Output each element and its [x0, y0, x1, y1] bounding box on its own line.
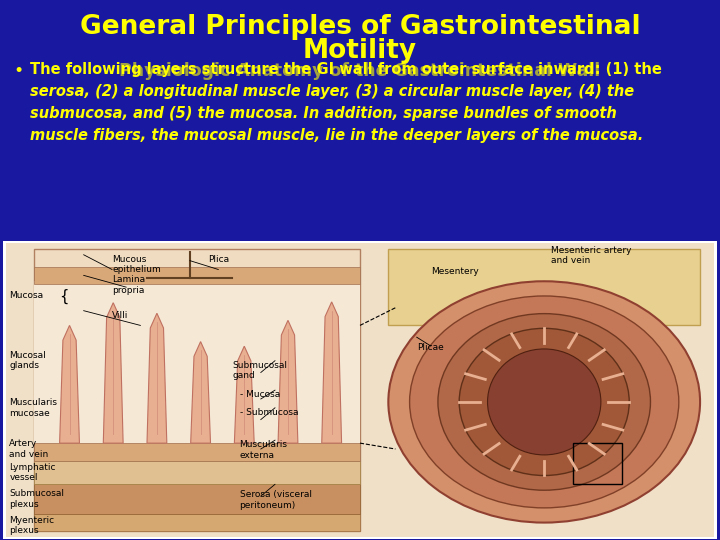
Polygon shape: [235, 346, 254, 443]
Text: Mucous
epithelium: Mucous epithelium: [112, 255, 161, 274]
Ellipse shape: [388, 281, 700, 523]
Text: {: {: [59, 288, 68, 303]
Text: muscle fibers, the mucosal muscle, lie in the deeper layers of the mucosa.: muscle fibers, the mucosal muscle, lie i…: [30, 128, 644, 143]
Text: Myenteric
plexus: Myenteric plexus: [9, 516, 55, 535]
Text: Motility: Motility: [303, 38, 417, 64]
Text: Lamina
propria: Lamina propria: [112, 275, 145, 295]
Polygon shape: [322, 302, 341, 443]
Polygon shape: [103, 303, 123, 443]
Bar: [572, 443, 622, 484]
Text: The following layers structure the GI wall from outer surface inward: (1) the: The following layers structure the GI wa…: [30, 62, 662, 77]
Text: serosa, (2) a longitudinal muscle layer, (3) a circular muscle layer, (4) the: serosa, (2) a longitudinal muscle layer,…: [30, 84, 634, 99]
Polygon shape: [147, 313, 167, 443]
Bar: [34, 443, 360, 461]
Bar: [3, 241, 717, 539]
Text: submucosa, and (5) the mucosa. In addition, sparse bundles of smooth: submucosa, and (5) the mucosa. In additi…: [30, 106, 617, 121]
Text: Mucosa: Mucosa: [9, 292, 43, 300]
Polygon shape: [278, 320, 298, 443]
Text: Submucosal
gand: Submucosal gand: [233, 361, 287, 380]
Text: - Mucosa: - Mucosa: [240, 390, 280, 399]
Bar: [34, 461, 360, 484]
Bar: [34, 484, 360, 514]
Ellipse shape: [487, 349, 601, 455]
Text: Mesenteric artery
and vein: Mesenteric artery and vein: [552, 246, 631, 265]
Text: Plicae: Plicae: [417, 343, 444, 352]
Bar: [34, 267, 360, 284]
Ellipse shape: [410, 296, 679, 508]
Text: Mesentery: Mesentery: [431, 267, 479, 275]
Bar: [34, 281, 360, 443]
Polygon shape: [34, 249, 360, 531]
Text: Artery
and vein: Artery and vein: [9, 440, 48, 458]
Polygon shape: [60, 326, 79, 443]
Text: Muscularis
mucosae: Muscularis mucosae: [9, 398, 58, 417]
Text: - Submucosa: - Submucosa: [240, 408, 298, 417]
Ellipse shape: [438, 314, 650, 490]
Ellipse shape: [459, 328, 629, 476]
Text: Submucosal
plexus: Submucosal plexus: [9, 489, 64, 509]
Polygon shape: [191, 342, 210, 443]
Text: Villi: Villi: [112, 310, 128, 320]
Text: Physiologic Anatomy of the Gastrointestinal Wall: Physiologic Anatomy of the Gastrointesti…: [120, 62, 600, 79]
Bar: [34, 514, 360, 531]
Text: Plica: Plica: [207, 255, 229, 264]
Text: Serosa (visceral
peritoneum): Serosa (visceral peritoneum): [240, 490, 312, 510]
Text: General Principles of Gastrointestinal: General Principles of Gastrointestinal: [80, 14, 640, 39]
Bar: [388, 249, 700, 326]
Text: Lymphatic
vessel: Lymphatic vessel: [9, 463, 56, 482]
Text: Mucosal
glands: Mucosal glands: [9, 351, 46, 370]
Text: Muscularis
externa: Muscularis externa: [240, 440, 287, 460]
Text: •: •: [13, 62, 23, 79]
